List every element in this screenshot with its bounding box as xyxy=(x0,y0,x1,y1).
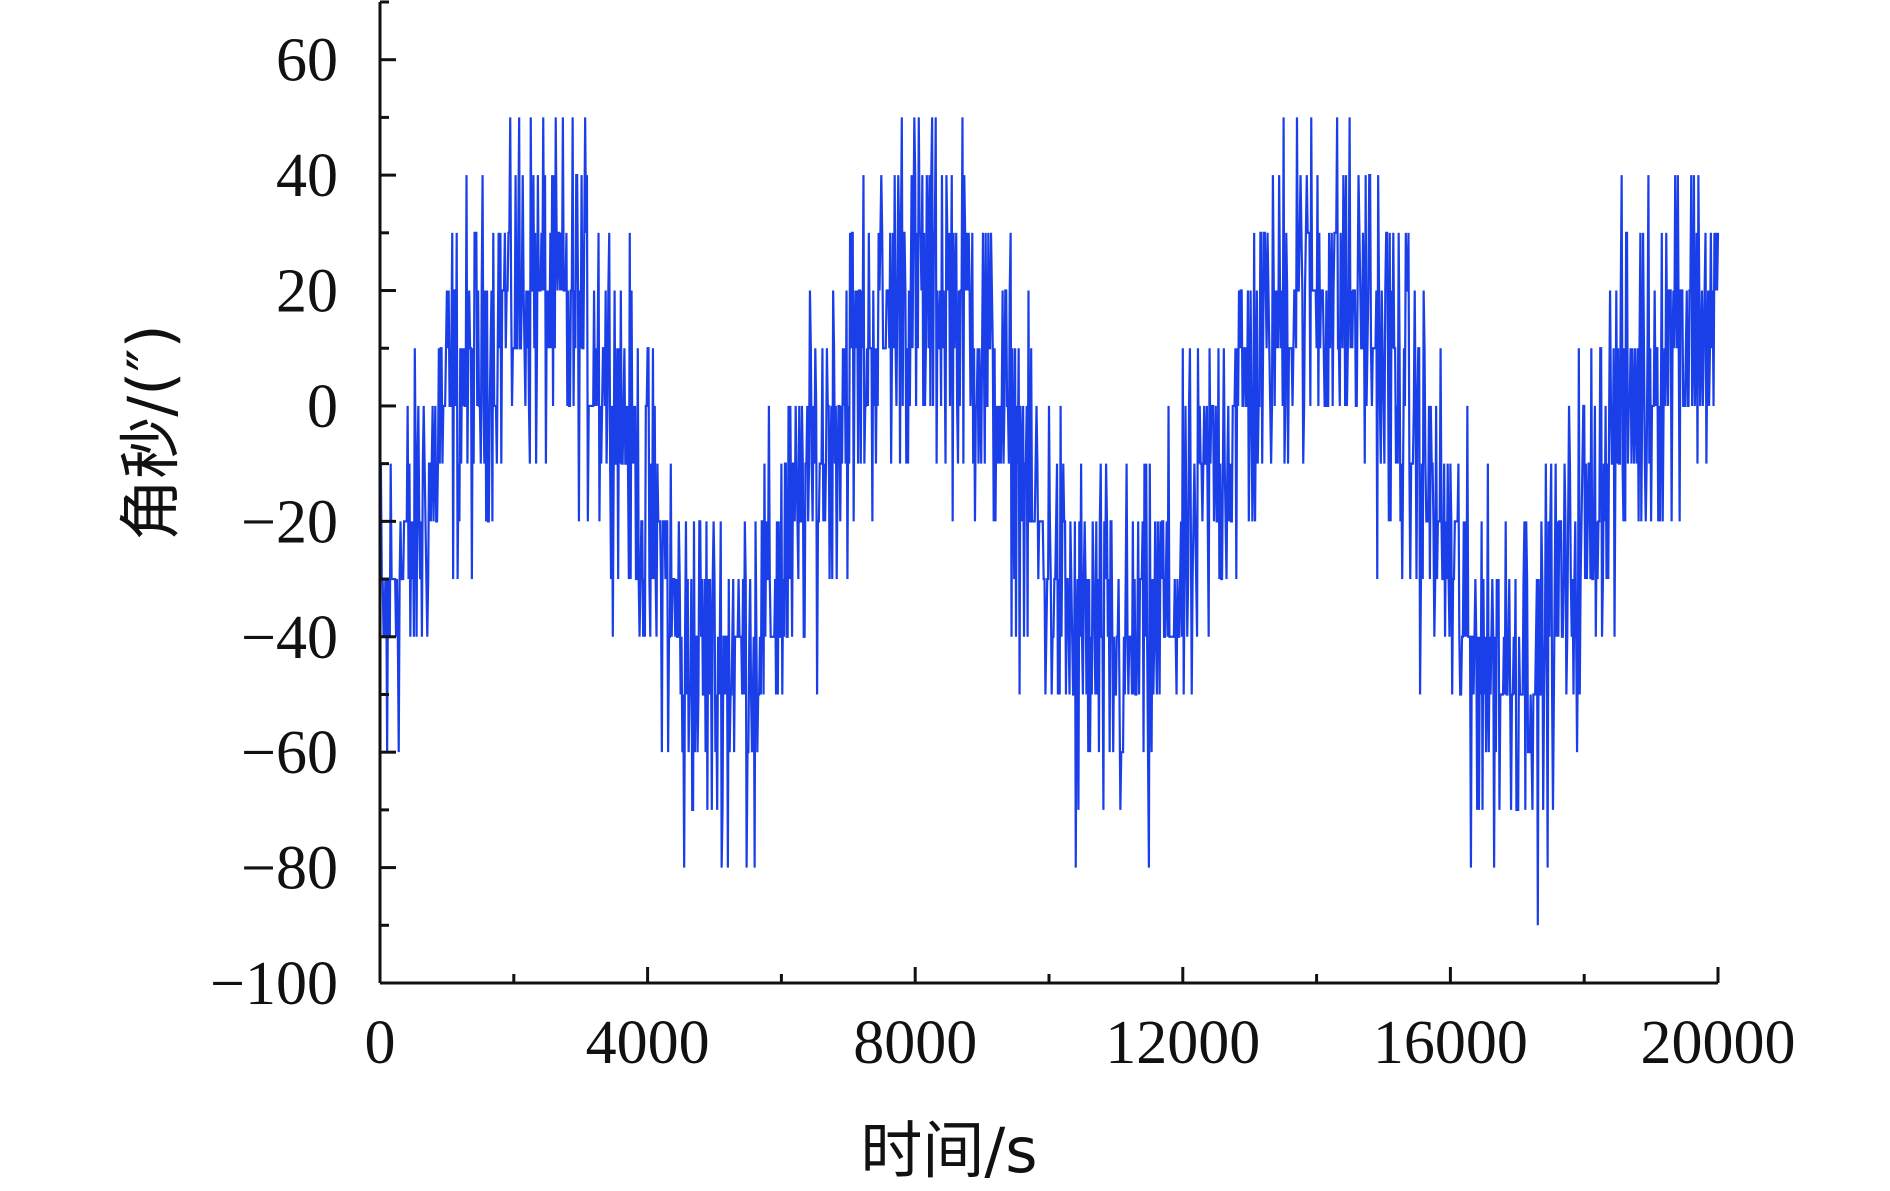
y-tick-label: −20 xyxy=(241,488,338,556)
plot-area xyxy=(378,117,1720,926)
x-tick-label: 4000 xyxy=(586,1009,710,1077)
x-tick-label: 16000 xyxy=(1373,1009,1528,1077)
y-axis-title: 角秒/(″) xyxy=(114,324,187,540)
y-tick-label: −40 xyxy=(241,604,338,672)
y-tick-label: 40 xyxy=(276,142,338,210)
x-tick-label: 20000 xyxy=(1641,1009,1796,1077)
series-line xyxy=(378,117,1720,926)
x-tick-labels: 0 4000 8000 12000 16000 20000 xyxy=(365,1009,1796,1077)
y-tick-label: 0 xyxy=(307,373,338,441)
y-tick-label: −100 xyxy=(210,950,338,1018)
y-tick-label: −80 xyxy=(241,835,338,903)
x-tick-label: 8000 xyxy=(853,1009,977,1077)
y-tick-labels: −100 −80 −60 −40 −20 0 20 40 60 xyxy=(210,27,338,1018)
x-tick-label: 0 xyxy=(365,1009,396,1077)
x-axis-title: 时间/s xyxy=(860,1114,1037,1187)
x-tick-label: 12000 xyxy=(1105,1009,1260,1077)
y-tick-label: 20 xyxy=(276,258,338,326)
y-tick-label: 60 xyxy=(276,27,338,95)
y-tick-label: −60 xyxy=(241,719,338,787)
